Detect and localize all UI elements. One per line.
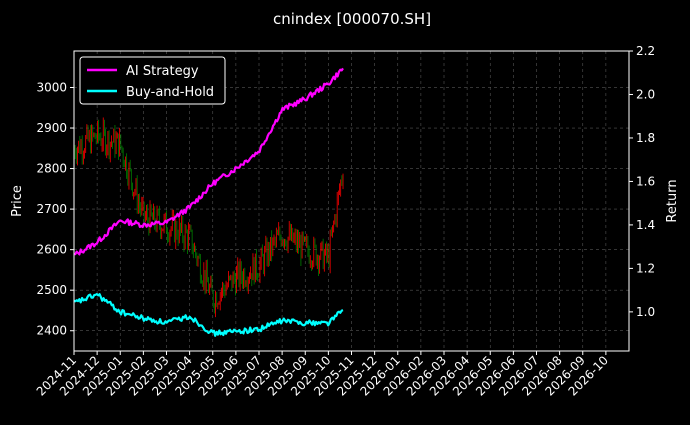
left-tick-label: 2800 xyxy=(36,162,67,176)
legend-label-strategy: AI Strategy xyxy=(126,64,199,79)
left-tick-label: 2700 xyxy=(36,202,67,216)
right-tick-label: 2.2 xyxy=(636,44,655,58)
left-tick-label: 2400 xyxy=(36,324,67,338)
right-tick-label: 1.4 xyxy=(636,218,655,232)
series-line-strategy xyxy=(73,67,344,256)
chart-title: cnindex [000070.SH] xyxy=(273,10,431,28)
price-candles xyxy=(73,117,344,318)
legend: AI Strategy Buy-and-Hold xyxy=(79,56,226,105)
left-tick-label: 3000 xyxy=(36,80,67,94)
right-tick-label: 1.8 xyxy=(636,131,655,145)
left-tick-label: 2900 xyxy=(36,121,67,135)
left-axis-label: Price xyxy=(10,185,25,217)
right-tick-label: 2.0 xyxy=(636,87,655,101)
left-tick-label: 2600 xyxy=(36,243,67,257)
legend-label-buyhold: Buy-and-Hold xyxy=(126,85,214,100)
left-tick-label: 2500 xyxy=(36,283,67,297)
right-tick-label: 1.0 xyxy=(636,305,655,319)
right-tick-label: 1.2 xyxy=(636,261,655,275)
right-tick-label: 1.6 xyxy=(636,174,655,188)
right-axis: 1.0 1.2 1.4 1.6 1.8 2.0 2.2 xyxy=(629,44,655,319)
right-axis-label: Return xyxy=(665,179,680,222)
left-axis: 2400 2500 2600 2700 2800 2900 3000 xyxy=(36,80,74,338)
series-line-buyhold xyxy=(73,293,344,337)
return-lines xyxy=(73,67,344,337)
